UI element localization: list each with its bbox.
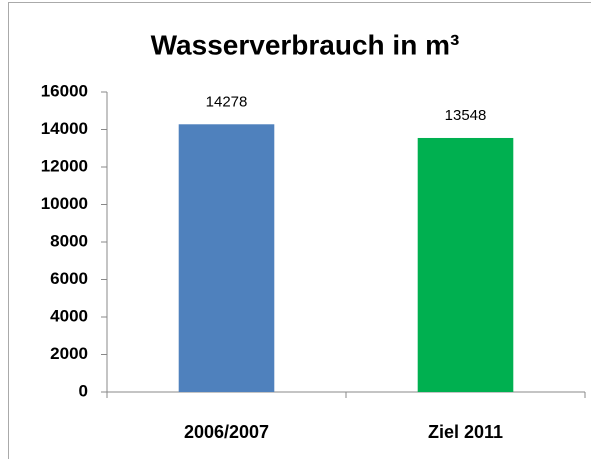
data-label: 13548 [445,107,487,124]
y-tick-label: 2000 [50,344,88,363]
x-tick-label: Ziel 2011 [428,422,503,442]
y-tick-label: 4000 [50,306,88,325]
y-tick-label: 8000 [50,231,88,250]
chart-title: Wasserverbrauch in m³ [151,29,460,60]
bar [417,137,514,392]
y-tick-label: 0 [79,381,88,400]
y-tick-label: 16000 [41,81,88,100]
y-tick-label: 6000 [50,269,88,288]
y-tick-label: 10000 [41,194,88,213]
data-label: 14278 [206,93,248,110]
x-tick-label: 2006/2007 [184,422,269,442]
bar [178,124,275,392]
y-tick-label: 14000 [41,119,88,138]
y-tick-label: 12000 [41,156,88,175]
